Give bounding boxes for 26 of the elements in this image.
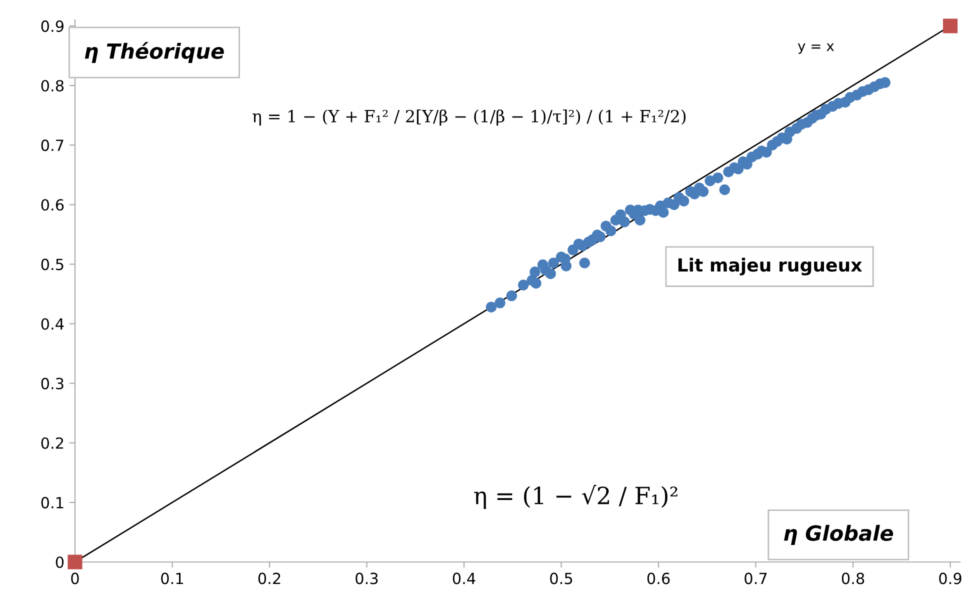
annotation: Lit majeu rugueux — [678, 258, 862, 276]
y-tick-label: 0.5 — [41, 258, 64, 270]
y-tick-label: 0.4 — [41, 318, 64, 330]
y-tick-label: 0.1 — [41, 496, 64, 508]
y-tick-label: 0.8 — [41, 80, 64, 92]
x-tick-label: 0.4 — [452, 572, 476, 584]
text: y = x — [798, 43, 834, 54]
y-tick-label: 0.7 — [41, 140, 64, 152]
y-tick-label: 0.6 — [41, 199, 64, 211]
y-tick-label: 0.9 — [41, 20, 64, 32]
x-tick-label: 0.1 — [161, 572, 183, 584]
x-tick-label: 0.9 — [939, 572, 962, 584]
y-axis-title: η Théorique — [84, 42, 224, 64]
x-tick-label: 0.5 — [550, 572, 572, 584]
x-tick-label: 0 — [71, 572, 79, 584]
y-tick-label: 0.2 — [41, 437, 64, 449]
y-tick-label: 0 — [56, 556, 64, 568]
x-tick-label: 0.2 — [258, 572, 280, 584]
x-tick-label: 0.8 — [842, 572, 864, 584]
annotation: η = 1 − (Y + F₁² / 2[Y/β − (1/β − 1)/τ]²) / (1 + F₁²/2) — [252, 109, 686, 126]
x-tick-label: 0.7 — [744, 572, 767, 584]
annotation: η = (1 − √2 / F₁)² — [474, 484, 678, 509]
y-tick-label: 0.3 — [41, 378, 64, 390]
x-axis-title: η Globale — [784, 524, 894, 545]
x-tick-label: 0.3 — [356, 572, 378, 584]
x-tick-label: 0.6 — [647, 572, 670, 584]
